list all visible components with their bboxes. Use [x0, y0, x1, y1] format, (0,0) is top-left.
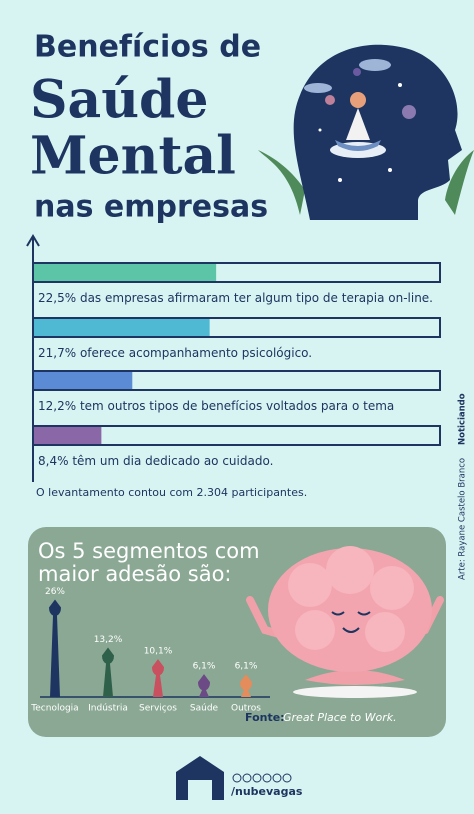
category-label: Outros: [231, 704, 261, 714]
title-line: Saúde: [30, 70, 209, 131]
bar-label: 8,4% têm um dia dedicado ao cuidado.: [38, 454, 273, 468]
bar: [33, 426, 102, 445]
bar: [33, 371, 133, 390]
footnote: O levantamento contou com 2.304 particip…: [36, 486, 307, 499]
bar-label: 22,5% das empresas afirmaram ter algum t…: [38, 291, 433, 305]
source-label: Fonte:: [245, 711, 285, 724]
handle: /nubevagas: [231, 785, 303, 798]
art-credit: Arte: Rayane Castelo Branco: [458, 458, 468, 580]
bar-label: 21,7% oferece acompanhamento psicológico…: [38, 346, 312, 360]
category-label: das empresas afirmaram ter algum tipo de…: [80, 291, 433, 305]
arrow-head: [26, 234, 40, 247]
value-label: 6,1%: [193, 662, 216, 672]
category-label: Serviços: [139, 704, 177, 714]
title-line: Mental: [30, 126, 236, 187]
bar-track: [32, 370, 441, 391]
value-label: 10,1%: [144, 647, 173, 657]
category-label: tem outros tipos de benefícios voltados …: [80, 399, 394, 413]
value-label: 22,5%: [38, 291, 76, 305]
lollipop: [152, 659, 164, 697]
value-label: 26%: [45, 587, 65, 597]
title-line: nas empresas: [34, 190, 268, 225]
category-label: Saúde: [190, 704, 219, 714]
value-label: 13,2%: [94, 635, 123, 645]
value-label: 21,7%: [38, 346, 76, 360]
lollipop: [49, 599, 61, 697]
head-illustration: [258, 44, 474, 220]
category-label: têm um dia dedicado ao cuidado.: [72, 454, 273, 468]
category-label: oferece acompanhamento psicológico.: [80, 346, 312, 360]
lollipop: [198, 674, 210, 697]
segments-title: Os 5 segmentos com maior adesão são:: [38, 539, 260, 586]
value-label: 12,2%: [38, 399, 76, 413]
bar-label: 12,2% tem outros tipos de benefícios vol…: [38, 399, 394, 413]
bar: [33, 263, 217, 282]
title-line: Benefícios de: [34, 30, 261, 65]
bar-track: [32, 317, 441, 338]
value-label: 6,1%: [235, 662, 258, 672]
lollipop: [102, 647, 114, 697]
value-label: 8,4%: [38, 454, 69, 468]
bar-track: [32, 425, 441, 446]
brain-illustration: [246, 546, 444, 698]
brand: Noticiando: [458, 393, 468, 445]
source-text: Great Place to Work.: [283, 711, 397, 724]
lollipop: [240, 674, 252, 697]
bar-track: [32, 262, 441, 283]
bar: [33, 318, 210, 337]
footer-logo: [176, 756, 292, 800]
category-label: Tecnologia: [30, 704, 78, 714]
category-label: Indústria: [88, 704, 128, 714]
